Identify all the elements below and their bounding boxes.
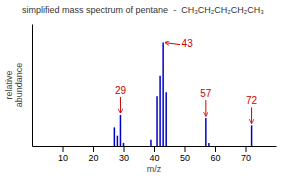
title: simplified mass spectrum of pentane - CH… [22, 5, 264, 15]
chart-container: 10 20 30 40 50 60 70 29 43 57 72 simplified mass sp… [0, 0, 286, 176]
x-tick-mark [93, 146, 94, 152]
annotations: 29 43 57 72 [115, 38, 258, 123]
bar [251, 125, 253, 146]
annotation-label: 72 [246, 95, 258, 106]
x-axis: 10 20 30 40 50 60 70 [33, 146, 277, 163]
x-tick-mark [63, 146, 64, 152]
bar [159, 76, 161, 146]
annotation-label: 29 [115, 85, 127, 96]
bar [162, 43, 164, 146]
x-tick-mark [246, 146, 247, 152]
x-tick-label: 10 [58, 153, 68, 163]
x-tick-mark [215, 146, 216, 152]
bar [123, 143, 125, 146]
annotation-arrow [251, 107, 252, 123]
bar [165, 92, 167, 146]
annotation-label: 57 [200, 88, 212, 99]
y-axis-title: relativeabundance [4, 63, 24, 108]
x-tick: 50 [180, 146, 190, 163]
chart: 10 20 30 40 50 60 70 29 43 57 72 simplified mass sp… [0, 0, 286, 176]
x-tick: 10 [58, 146, 68, 163]
x-tick: 70 [241, 146, 251, 163]
annotation-arrow [205, 100, 206, 116]
x-axis-title: m/z [147, 164, 162, 174]
x-tick: 20 [88, 146, 98, 163]
y-axis-line [32, 25, 33, 147]
y-axis-title-line: relative [4, 70, 14, 99]
x-tick-label: 60 [210, 153, 220, 163]
annotation-label: 43 [182, 38, 194, 49]
plot-area: 10 20 30 40 50 60 70 29 43 57 72 [33, 25, 277, 164]
bar [117, 136, 119, 146]
bar [150, 140, 152, 146]
x-tick-label: 70 [241, 153, 251, 163]
x-tick: 60 [210, 146, 220, 163]
x-tick-mark [154, 146, 155, 152]
y-axis-title-line: abundance [14, 63, 24, 108]
x-tick-label: 50 [180, 153, 190, 163]
x-tick: 30 [119, 146, 129, 163]
x-tick-label: 40 [149, 153, 159, 163]
annotation-arrow [165, 43, 180, 45]
x-tick-label: 20 [88, 153, 98, 163]
bar [120, 115, 122, 146]
x-tick-mark [124, 146, 125, 152]
y-axis [32, 25, 33, 147]
bar [205, 118, 207, 146]
x-tick-mark [185, 146, 186, 152]
x-tick: 40 [149, 146, 159, 163]
annotation-arrow [120, 97, 121, 113]
bar [208, 143, 210, 146]
bar [156, 96, 158, 146]
bars [114, 43, 251, 146]
bar [114, 127, 116, 146]
x-tick-label: 30 [119, 153, 129, 163]
